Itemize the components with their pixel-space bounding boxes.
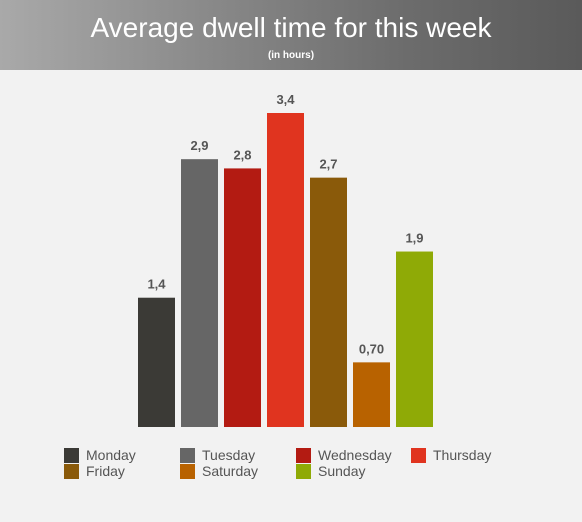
data-label-monday: 1,4 — [147, 277, 166, 292]
bar-thursday — [267, 113, 304, 427]
bar-monday — [138, 297, 175, 427]
data-label-wednesday: 2,8 — [233, 147, 251, 162]
chart-header: Average dwell time for this week (in hou… — [0, 0, 582, 70]
bar-wednesday — [224, 168, 261, 428]
data-label-tuesday: 2,9 — [190, 138, 208, 153]
chart-subtitle: (in hours) — [267, 50, 315, 61]
data-label-saturday: 0,70 — [359, 341, 384, 356]
data-label-sunday: 1,9 — [405, 231, 423, 246]
bar-saturday — [353, 362, 390, 427]
bar-friday — [310, 177, 347, 427]
data-label-friday: 2,7 — [319, 157, 337, 172]
data-label-thursday: 3,4 — [276, 92, 295, 107]
bar-tuesday — [181, 159, 218, 428]
chart-title: Average dwell time for this week — [90, 12, 492, 43]
bar-sunday — [396, 251, 433, 427]
